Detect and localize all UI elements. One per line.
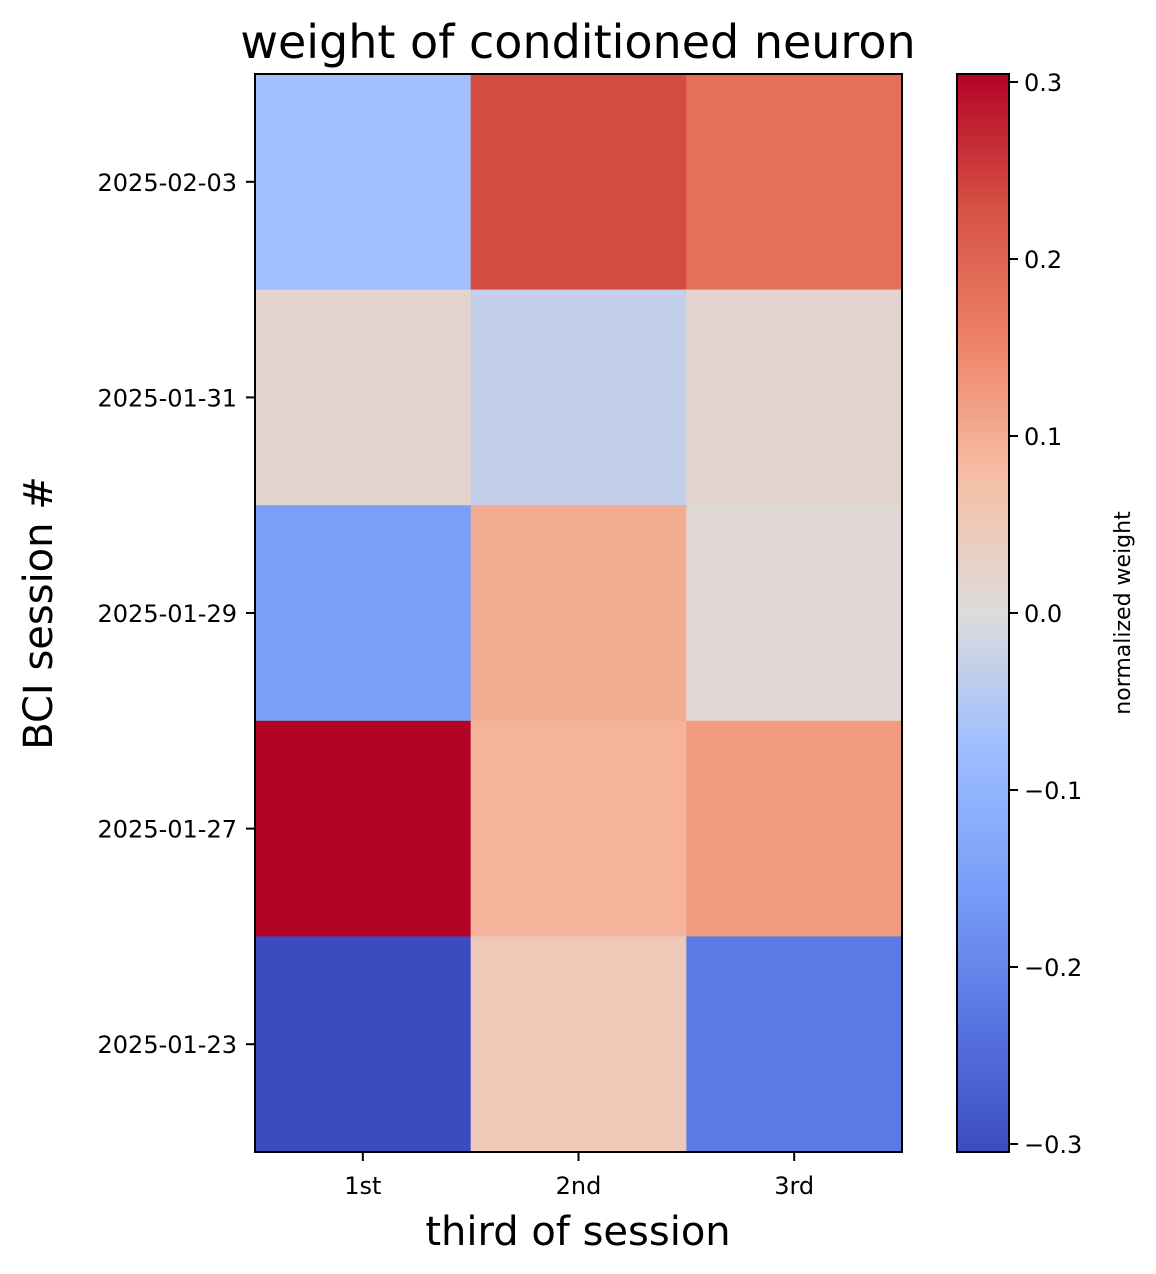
heatmap-cell (686, 720, 903, 937)
heatmap-cell (470, 74, 687, 291)
y-axis-label: BCI session # (16, 476, 62, 749)
heatmap-cell (255, 74, 472, 291)
colorbar-tick-label: −0.1 (1024, 777, 1082, 805)
y-tick-label: 2025-01-29 (98, 600, 237, 628)
y-tick-label: 2025-02-03 (98, 169, 237, 197)
y-tick-label: 2025-01-27 (98, 816, 237, 844)
x-axis-label: third of session (425, 1209, 730, 1255)
y-axis-ticks: 2025-02-03 2025-01-31 2025-01-29 2025-01-27… (98, 169, 255, 1059)
heatmap-cell (255, 936, 472, 1153)
x-tick-label: 2nd (556, 1172, 602, 1200)
colorbar-tick-label: 0.2 (1024, 246, 1062, 274)
colorbar-tick-label: −0.2 (1024, 954, 1082, 982)
colorbar-label: normalized weight (1111, 511, 1136, 715)
colorbar-tick-label: −0.3 (1024, 1131, 1082, 1159)
x-tick-label: 1st (344, 1172, 381, 1200)
colorbar-tick-label: 0.1 (1024, 423, 1062, 451)
heatmap-cell (470, 505, 687, 722)
colorbar-tick-label: 0.3 (1024, 69, 1062, 97)
y-tick-label: 2025-01-31 (98, 384, 237, 412)
heatmap-cell (470, 289, 687, 506)
heatmap-cell (686, 505, 903, 722)
heatmap-cell (470, 936, 687, 1153)
heatmap-cell (686, 74, 903, 291)
y-tick-label: 2025-01-23 (98, 1031, 237, 1059)
heatmap-cell (470, 720, 687, 937)
x-tick-label: 3rd (774, 1172, 814, 1200)
x-axis-ticks: 1st 2nd 3rd (344, 1152, 814, 1200)
heatmap-cell (686, 936, 903, 1153)
heatmap-cells (255, 74, 903, 1153)
colorbar-ticks: 0.3 0.2 0.1 0.0 −0.1 −0.2 −0.3 (1009, 69, 1082, 1159)
colorbar (957, 74, 1009, 1152)
heatmap-cell (255, 720, 472, 937)
colorbar-tick-label: 0.0 (1024, 600, 1062, 628)
heatmap-cell (255, 505, 472, 722)
chart-title: weight of conditioned neuron (240, 15, 915, 69)
heatmap-cell (255, 289, 472, 506)
heatmap-cell (686, 289, 903, 506)
